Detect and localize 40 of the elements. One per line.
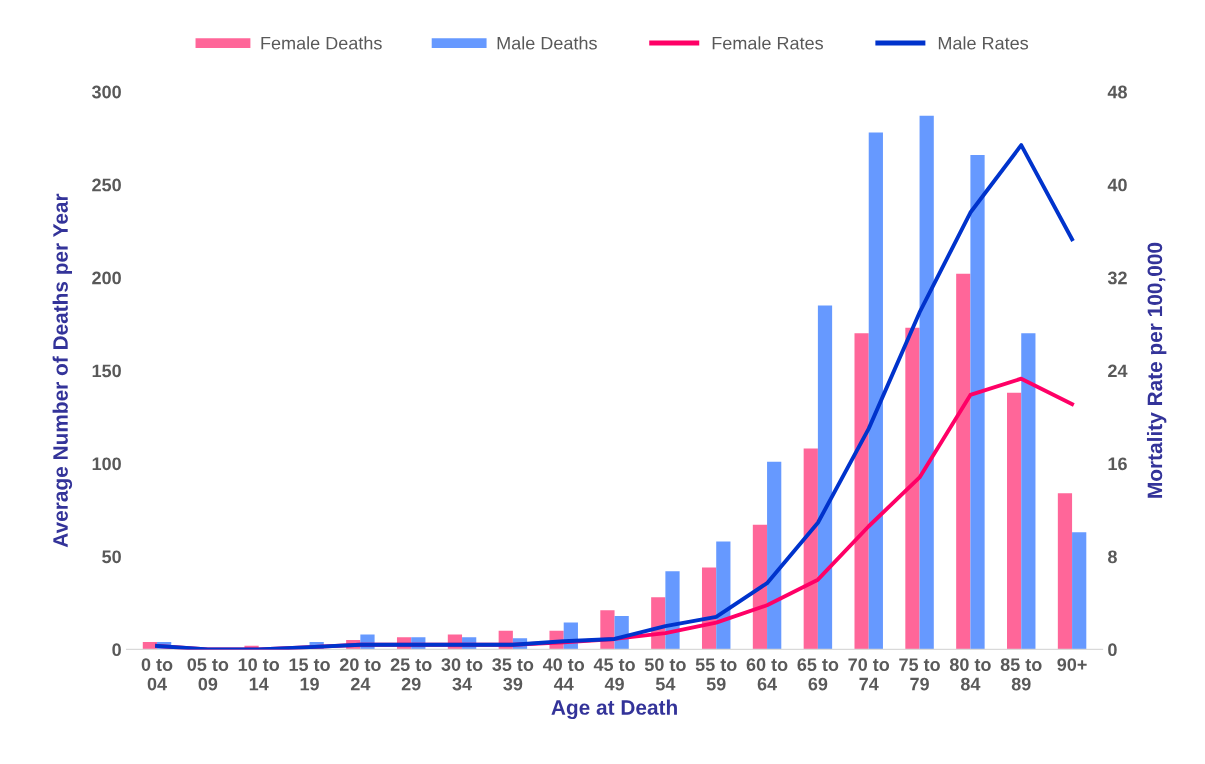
y-tick-label: 150 bbox=[92, 364, 121, 378]
y2-tick-label: 24 bbox=[1108, 364, 1128, 378]
y-tick-label: 250 bbox=[92, 178, 121, 192]
y-tick-label: 100 bbox=[92, 457, 121, 471]
legend-label: Male Rates bbox=[938, 36, 1029, 50]
x-tick-label: 20 to 24 bbox=[339, 658, 381, 691]
x-tick-label: 60 to 64 bbox=[746, 658, 788, 691]
x-tick-label: 45 to 49 bbox=[593, 658, 635, 691]
y2-tick-label: 0 bbox=[1108, 643, 1117, 657]
y2-tick-label: 16 bbox=[1108, 457, 1127, 471]
legend-label: Female Rates bbox=[712, 36, 823, 50]
y2-tick-label: 8 bbox=[1108, 550, 1117, 564]
x-tick-label: 15 to 19 bbox=[289, 658, 330, 691]
y2-axis-title: Mortality Rate per 100,000 bbox=[1146, 242, 1167, 498]
legend-label: Male Deaths bbox=[497, 36, 597, 50]
y-tick-label: 300 bbox=[91, 85, 121, 99]
x-tick-label: 25 to 29 bbox=[390, 658, 432, 691]
y2-tick-label: 40 bbox=[1107, 178, 1127, 192]
x-tick-label: 90+ bbox=[1057, 658, 1087, 671]
x-tick-label: 0 to 04 bbox=[141, 658, 173, 691]
x-tick-label: 30 to 34 bbox=[441, 658, 483, 691]
x-tick-label: 05 to 09 bbox=[187, 658, 229, 691]
legend-label: Female Deaths bbox=[261, 36, 382, 50]
y2-tick-label: 32 bbox=[1107, 271, 1127, 285]
y-tick-label: 200 bbox=[92, 271, 121, 285]
x-tick-label: 70 to 74 bbox=[848, 658, 890, 691]
y-tick-label: 50 bbox=[102, 550, 121, 564]
x-tick-label: 80 to 84 bbox=[949, 658, 991, 691]
y-axis-title: Average Number of Deaths per Year bbox=[52, 193, 73, 548]
x-tick-label: 50 to 54 bbox=[644, 658, 686, 691]
x-tick-label: 85 to 89 bbox=[1000, 658, 1042, 691]
x-tick-label: 65 to 69 bbox=[797, 658, 839, 691]
x-tick-label: 75 to 79 bbox=[899, 658, 940, 691]
x-tick-label: 10 to 14 bbox=[238, 658, 280, 691]
x-axis-title: Age at Death bbox=[551, 699, 677, 720]
y-tick-label: 0 bbox=[112, 643, 121, 657]
x-tick-label: 35 to 39 bbox=[492, 658, 534, 691]
x-tick-label: 40 to 44 bbox=[542, 658, 585, 691]
y2-tick-label: 48 bbox=[1107, 85, 1127, 99]
x-tick-label: 55 to 59 bbox=[695, 658, 737, 691]
